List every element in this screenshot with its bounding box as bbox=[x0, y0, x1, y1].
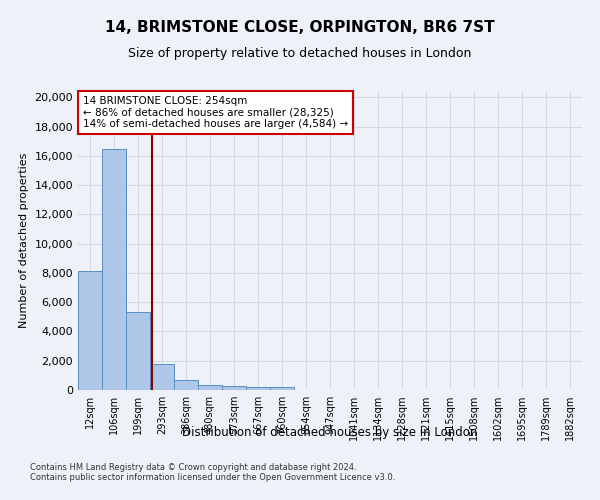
Text: 14 BRIMSTONE CLOSE: 254sqm
← 86% of detached houses are smaller (28,325)
14% of : 14 BRIMSTONE CLOSE: 254sqm ← 86% of deta… bbox=[83, 96, 348, 129]
Bar bbox=[222, 386, 246, 390]
Y-axis label: Number of detached properties: Number of detached properties bbox=[19, 152, 29, 328]
Bar bbox=[198, 385, 222, 390]
Bar bbox=[270, 388, 294, 390]
Text: 14, BRIMSTONE CLOSE, ORPINGTON, BR6 7ST: 14, BRIMSTONE CLOSE, ORPINGTON, BR6 7ST bbox=[105, 20, 495, 35]
Text: Contains public sector information licensed under the Open Government Licence v3: Contains public sector information licen… bbox=[30, 474, 395, 482]
Text: Size of property relative to detached houses in London: Size of property relative to detached ho… bbox=[128, 48, 472, 60]
Text: Distribution of detached houses by size in London: Distribution of detached houses by size … bbox=[182, 426, 478, 439]
Bar bbox=[78, 272, 102, 390]
Bar bbox=[126, 312, 150, 390]
Bar bbox=[102, 148, 126, 390]
Text: Contains HM Land Registry data © Crown copyright and database right 2024.: Contains HM Land Registry data © Crown c… bbox=[30, 464, 356, 472]
Bar bbox=[246, 387, 270, 390]
Bar bbox=[150, 364, 174, 390]
Bar bbox=[174, 380, 198, 390]
